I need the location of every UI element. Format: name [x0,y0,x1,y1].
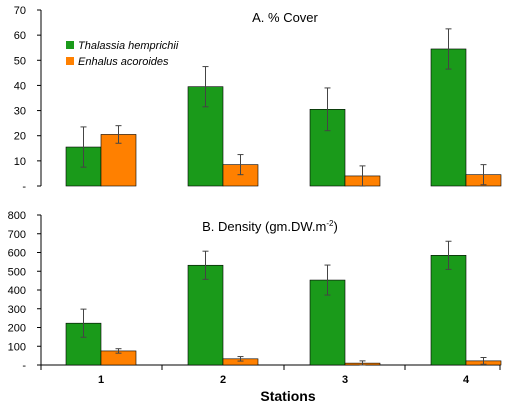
y-tick-label: - [22,181,26,193]
legend-swatch-thalassia [66,41,74,49]
y-tick-label: 600 [8,248,26,260]
y-tick-label: 300 [8,304,26,316]
y-tick-label: 200 [8,323,26,335]
y-tick-label: 700 [8,229,26,241]
x-tick-label: 1 [98,374,104,386]
bar-thalassia [430,48,467,187]
panel-a-title: A. % Cover [252,10,318,25]
bar-thalassia [187,264,224,366]
x-tick-label: 4 [463,374,470,386]
y-tick-label: 60 [14,30,26,42]
y-tick-label: 70 [14,5,26,17]
y-tick-label: 800 [8,210,26,222]
legend: Thalassia hemprichii Enhalus acoroides [66,40,179,68]
y-tick-label: 50 [14,55,26,67]
legend-label-thalassia: Thalassia hemprichii [78,40,179,52]
panel-b-title-end: ) [334,219,338,234]
legend-label-enhalus: Enhalus acoroides [78,56,169,68]
bar-thalassia [430,255,467,366]
y-tick-label: 400 [8,285,26,297]
panel-b-title-sup: -2 [326,219,334,228]
legend-swatch-enhalus [66,57,74,65]
y-tick-label: 30 [14,106,26,118]
y-tick-label: 10 [14,156,26,168]
y-tick-label: 20 [14,131,26,143]
x-tick-label: 3 [342,374,348,386]
panel-b-title: B. Density (gm.DW.m-2) [202,219,338,234]
panel-cover: - 10 20 30 40 50 60 70 [14,5,502,193]
panel-b-title-main: B. Density (gm.DW.m [202,219,326,234]
y-tick-label: 40 [14,80,26,92]
panel-density: - 100 200 300 400 500 600 700 800 1 2 3 4 [8,210,502,386]
x-axis-label: Stations [260,388,315,404]
y-tick-label: - [22,360,26,372]
y-tick-label: 500 [8,266,26,278]
y-tick-label: 100 [8,341,26,353]
x-tick-label: 2 [220,374,226,386]
